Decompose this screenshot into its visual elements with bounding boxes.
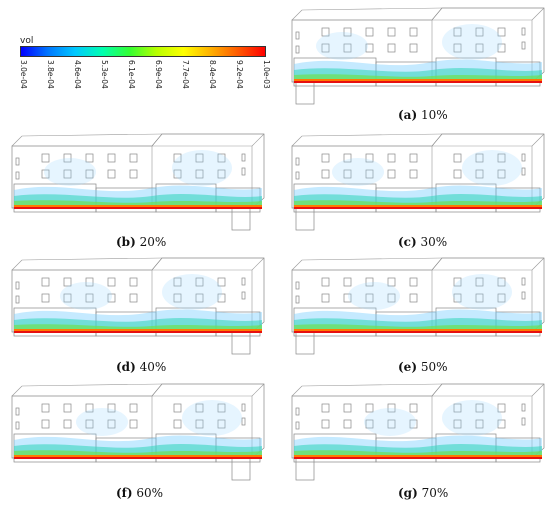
tick-label: 5.3e-04 (100, 60, 109, 89)
caption-g: (g) 70% (398, 486, 449, 500)
caption-c: (c) 30% (398, 235, 448, 249)
tick-label: 9.2e-04 (235, 60, 244, 89)
panel-c-rendering (282, 128, 550, 232)
panel-f-rendering (2, 378, 272, 482)
panel-g-rendering (282, 378, 550, 482)
panel-a-rendering (282, 2, 550, 106)
caption-a: (a) 10% (398, 108, 448, 122)
tick-label: 7.7e-04 (181, 60, 190, 89)
tick-label: 4.6e-04 (73, 60, 82, 89)
panel-d-rendering (2, 252, 272, 356)
tick-label: 3.0e-04 (19, 60, 28, 89)
tick-label: 8.4e-04 (208, 60, 217, 89)
panel-b-rendering (2, 128, 272, 232)
caption-d: (d) 40% (116, 360, 167, 374)
tick-label: 6.9e-04 (154, 60, 163, 89)
tick-label: 1.0e-03 (262, 60, 271, 89)
caption-e: (e) 50% (398, 360, 448, 374)
tick-label: 3.8e-04 (46, 60, 55, 89)
caption-f: (f) 60% (116, 486, 164, 500)
colorbar-tick-labels: 3.0e-04 3.8e-04 4.6e-04 5.3e-04 6.1e-04 … (19, 60, 271, 100)
panel-e-rendering (282, 252, 550, 356)
colorbar (20, 46, 266, 57)
tick-label: 6.1e-04 (127, 60, 136, 89)
caption-b: (b) 20% (116, 235, 167, 249)
legend-title: vol (20, 36, 34, 46)
